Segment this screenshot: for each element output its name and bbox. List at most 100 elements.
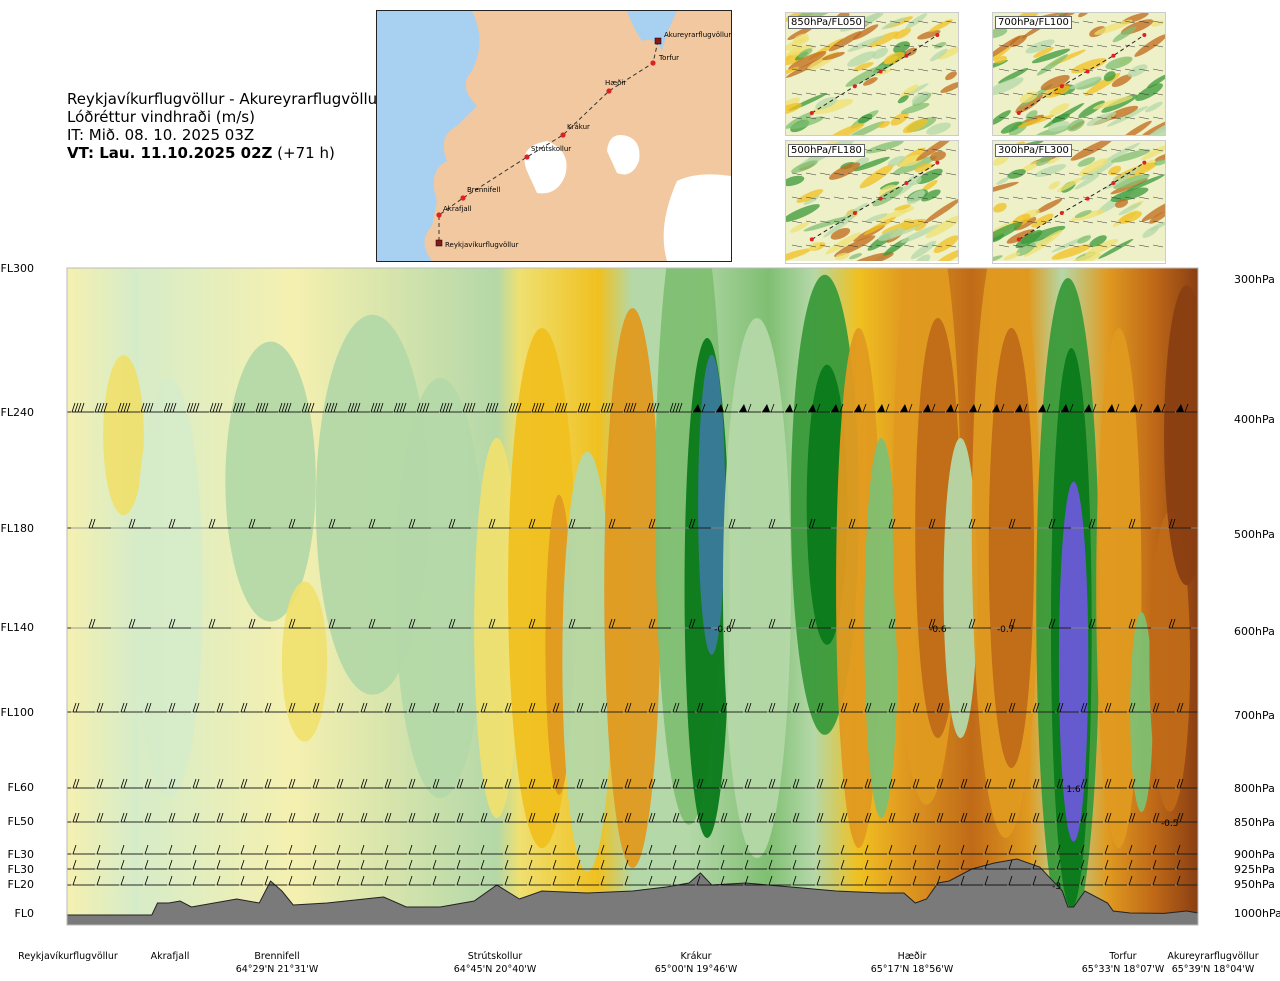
barb-feather — [213, 268, 214, 269]
wind-barb — [785, 403, 807, 413]
wind-barb — [946, 268, 968, 269]
barb-feather — [699, 702, 704, 713]
wind-barb — [1153, 268, 1175, 269]
barb-feather — [1091, 518, 1096, 529]
wind-barb — [288, 812, 311, 823]
mini-map-barb — [945, 20, 957, 24]
barb-feather — [219, 702, 224, 713]
valid-offset: (+71 h) — [277, 144, 335, 162]
barb-feather — [771, 812, 776, 823]
pressure-label: 800hPa — [1234, 782, 1275, 795]
barb-feather — [1088, 618, 1093, 629]
station-label: Brennifell 64°29'N 21°31'W — [236, 950, 319, 976]
mini-map-barb — [945, 116, 957, 120]
barb-feather — [354, 268, 355, 269]
wind-barb — [325, 268, 347, 269]
mini-map-field-blob — [868, 31, 900, 48]
wind-barb — [669, 402, 692, 413]
wind-barb — [456, 702, 479, 713]
station-coord: 65°33'N 18°07'W — [1081, 964, 1165, 975]
wind-barb — [552, 844, 575, 855]
barb-feather — [912, 859, 917, 870]
mini-map-barb — [1096, 148, 1108, 152]
barb-feather — [912, 875, 917, 886]
barb-feather — [1056, 702, 1061, 713]
mini-map-field-blob — [828, 31, 862, 52]
mini-map-barb — [1026, 220, 1038, 224]
wind-barb — [744, 859, 767, 870]
mini-map-barb — [1026, 244, 1038, 248]
mini-map-field-blob — [1070, 141, 1113, 161]
mini-map-field-blob — [796, 189, 824, 203]
mini-map-station — [852, 84, 857, 89]
barb-feather — [816, 403, 821, 413]
mini-map-barb — [1054, 244, 1066, 248]
wind-barb — [120, 778, 143, 789]
mini-map-barb — [847, 220, 859, 224]
barb-feather — [52, 619, 55, 628]
barb-feather — [532, 268, 533, 269]
barb-feather — [1128, 778, 1133, 789]
mini-map-700[interactable]: 700hPa/FL100 — [992, 12, 1166, 136]
barb-feather — [492, 268, 493, 269]
plot-area: -0.6 -0.6 -0.71.6-0.5-3 — [49, 260, 1198, 925]
wind-barb — [480, 844, 503, 855]
mini-map-field-blob — [872, 186, 904, 207]
wind-barb — [1008, 778, 1031, 789]
mini-map-field-blob — [826, 123, 865, 135]
wind-barb — [960, 844, 983, 855]
mini-map-field-blob — [1047, 121, 1070, 132]
barb-feather — [336, 812, 341, 823]
wind-barb — [672, 778, 695, 789]
barb-feather — [656, 268, 657, 269]
barb-feather — [1008, 518, 1013, 529]
barb-feather — [987, 812, 992, 823]
wind-barb — [1056, 778, 1079, 789]
mini-map-barb — [1040, 196, 1052, 200]
wind-barb — [608, 518, 631, 529]
mini-map-850[interactable]: 850hPa/FL050 — [785, 12, 959, 136]
wind-barb — [144, 859, 167, 870]
mini-map-field-blob — [798, 48, 813, 58]
wind-barb — [554, 402, 577, 413]
mini-map-field-blob — [872, 47, 889, 59]
field-cell — [103, 355, 144, 516]
barb-feather — [52, 703, 55, 712]
wind-barb — [762, 403, 784, 413]
barb-feather — [239, 268, 240, 269]
mini-map-barb — [819, 92, 831, 96]
wind-barb — [462, 402, 485, 413]
barb-feather — [1115, 403, 1120, 413]
barb-feather — [888, 812, 893, 823]
mini-map-field-blob — [1074, 209, 1092, 218]
field-cell — [943, 438, 978, 738]
mini-map-300[interactable]: 300hPa/FL300 — [992, 140, 1166, 264]
barb-feather — [131, 518, 136, 529]
wind-barb — [1084, 403, 1106, 413]
wind-barb — [1128, 618, 1151, 629]
barb-feather — [80, 402, 85, 413]
barb-feather — [1176, 844, 1181, 855]
barb-feather — [49, 779, 52, 788]
barb-feather — [912, 702, 917, 713]
wind-barb — [288, 702, 311, 713]
mini-map-field-blob — [787, 25, 814, 41]
mini-map-barb — [903, 68, 915, 72]
mini-map-barb — [1152, 116, 1164, 120]
mini-map-barb — [917, 172, 929, 176]
barb-feather — [672, 778, 677, 789]
barb-feather — [507, 812, 512, 823]
wind-barb — [576, 859, 599, 870]
mini-map-barb — [791, 92, 803, 96]
mini-map-field-blob — [1043, 102, 1085, 129]
barb-feather — [600, 875, 605, 886]
wind-barb — [923, 403, 945, 413]
mini-map-field-blob — [857, 113, 873, 124]
barb-feather — [432, 778, 437, 789]
mini-map-field-blob — [1086, 112, 1117, 127]
barb-feather — [792, 844, 797, 855]
mini-map-500[interactable]: 500hPa/FL180 — [785, 140, 959, 264]
barb-feather — [408, 844, 413, 855]
barb-flag — [1061, 260, 1069, 268]
barb-feather — [88, 518, 93, 529]
